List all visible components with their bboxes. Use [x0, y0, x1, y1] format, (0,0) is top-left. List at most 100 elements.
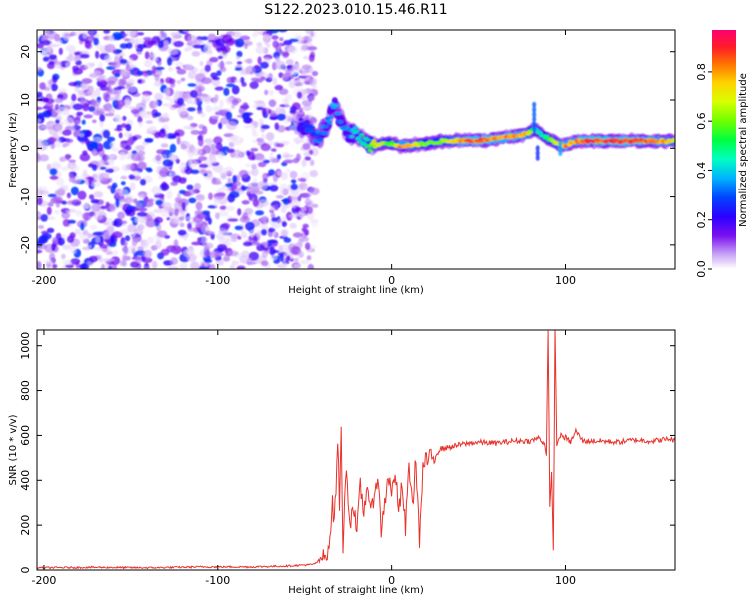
spectrogram-cell [52, 264, 58, 269]
spectrogram-cell [176, 136, 181, 145]
spectrogram-cell [236, 50, 243, 58]
spectrogram-cell [48, 54, 57, 60]
spectrogram-cell [229, 264, 235, 269]
spectrogram-cell [271, 35, 279, 40]
spectrogram-cell [306, 46, 318, 51]
spectrogram-cell [225, 111, 233, 120]
spectrogram-cell [308, 149, 314, 155]
spectrogram-cell [153, 112, 162, 117]
spectrogram-cell [176, 192, 181, 202]
spectrogram-cell [204, 242, 214, 249]
spectrogram-cell [37, 118, 42, 123]
spectrogram-cell [37, 112, 48, 118]
spectrogram-cell [188, 197, 197, 204]
spectrogram-cell [221, 230, 231, 236]
spectrogram-cell [151, 260, 158, 269]
spectrogram-cell [71, 93, 77, 102]
y-tick-label: -20 [19, 236, 32, 254]
spectrogram-ridge-cell [327, 121, 333, 125]
spectrogram-cell [52, 237, 58, 245]
spectrogram-cell [283, 154, 294, 158]
spectrogram-cell [70, 186, 79, 196]
spectrogram-y-axis-label: Frequency (Hz) [8, 112, 19, 188]
spectrogram-cell [37, 106, 43, 111]
spectrogram-cell [183, 125, 194, 130]
spectrogram-cell [80, 83, 87, 89]
spectrogram-cell [47, 216, 56, 220]
x-tick-label: 0 [388, 574, 395, 587]
spectrogram-cell [286, 169, 291, 173]
spectrogram-cell [249, 229, 255, 238]
spectrogram-ridge-cell [298, 117, 304, 122]
spectrogram-cell [297, 239, 304, 248]
spectrogram-cell [134, 218, 140, 223]
spectrogram-cell [189, 188, 196, 195]
spectrogram-cell [140, 70, 151, 75]
spectrogram-cell [282, 188, 289, 196]
spectrogram-cell [276, 219, 283, 223]
spectrogram-ridge-cell [532, 106, 537, 113]
spectrogram-cell [144, 138, 154, 143]
spectrogram-cell [290, 179, 297, 184]
spectrogram-cell [136, 224, 145, 231]
spectrogram-cell [211, 181, 222, 185]
spectrogram-cell [135, 102, 146, 111]
spectrogram-cell [99, 80, 108, 87]
spectrogram-cell [219, 117, 229, 125]
spectrogram-cell [128, 58, 133, 66]
spectrogram-cell [165, 95, 171, 101]
spectrogram-cell [154, 240, 162, 249]
spectrogram-cell [95, 236, 101, 243]
spectrogram-cell [306, 255, 312, 261]
spectrogram-cell [198, 95, 205, 102]
spectrogram-cell [58, 88, 68, 94]
spectrogram-cell [289, 222, 297, 229]
spectrogram-cell [231, 104, 235, 109]
spectrogram-cell [54, 97, 64, 104]
spectrogram-cell [49, 43, 60, 48]
spectrogram-cell [128, 174, 136, 180]
spectrogram-cell [184, 63, 194, 69]
spectrogram-cell [182, 234, 188, 241]
spectrogram-cell [163, 88, 171, 97]
spectrogram-y-ticks: 20 10 0 -10 -20 [19, 45, 675, 254]
spectrogram-cell [89, 224, 97, 230]
spectrogram-cell [231, 31, 242, 38]
spectrogram-cell [221, 34, 233, 44]
spectrogram-ridge-cell [317, 137, 323, 142]
spectrogram-cell [190, 130, 201, 135]
spectrogram-cell [263, 221, 268, 230]
spectrogram-cell [281, 221, 287, 227]
spectrogram-cell [244, 124, 254, 129]
spectrogram-cell [183, 94, 189, 102]
spectrogram-cell [247, 151, 256, 161]
y-tick-label: -10 [19, 188, 32, 206]
spectrogram-cell [298, 251, 304, 258]
spectrogram-cell [84, 138, 90, 145]
spectrogram-cell [161, 154, 167, 160]
spectrogram-cell [171, 104, 182, 108]
spectrogram-cell [104, 43, 116, 53]
spectrogram-cell [50, 83, 58, 92]
spectrogram-cell [174, 61, 185, 67]
colorbar: 0.0 0.2 0.4 0.6 0.8 Normalized spectral ampl… [695, 30, 749, 278]
spectrogram-cell [246, 58, 253, 64]
spectrogram-cell [267, 239, 278, 244]
spectrogram-cell [72, 103, 84, 111]
spectrogram-cell [178, 216, 185, 221]
spectrogram-cell [251, 163, 257, 170]
spectrogram-cell [101, 264, 105, 269]
spectrogram-cell [124, 208, 133, 214]
spectrogram-cell [82, 212, 93, 221]
spectrogram-cell [241, 231, 247, 238]
y-tick-label: 20 [19, 45, 32, 59]
spectrogram-cell [275, 56, 281, 63]
spectrogram-cell [201, 77, 213, 84]
spectrogram-cell [37, 67, 43, 72]
y-tick-label: 1000 [19, 332, 32, 360]
spectrogram-cell [98, 75, 106, 79]
spectrogram-ridge-cell [359, 133, 365, 137]
spectrogram-cell [190, 123, 198, 128]
spectrogram-cell [125, 235, 131, 242]
spectrogram-cell [193, 39, 204, 44]
